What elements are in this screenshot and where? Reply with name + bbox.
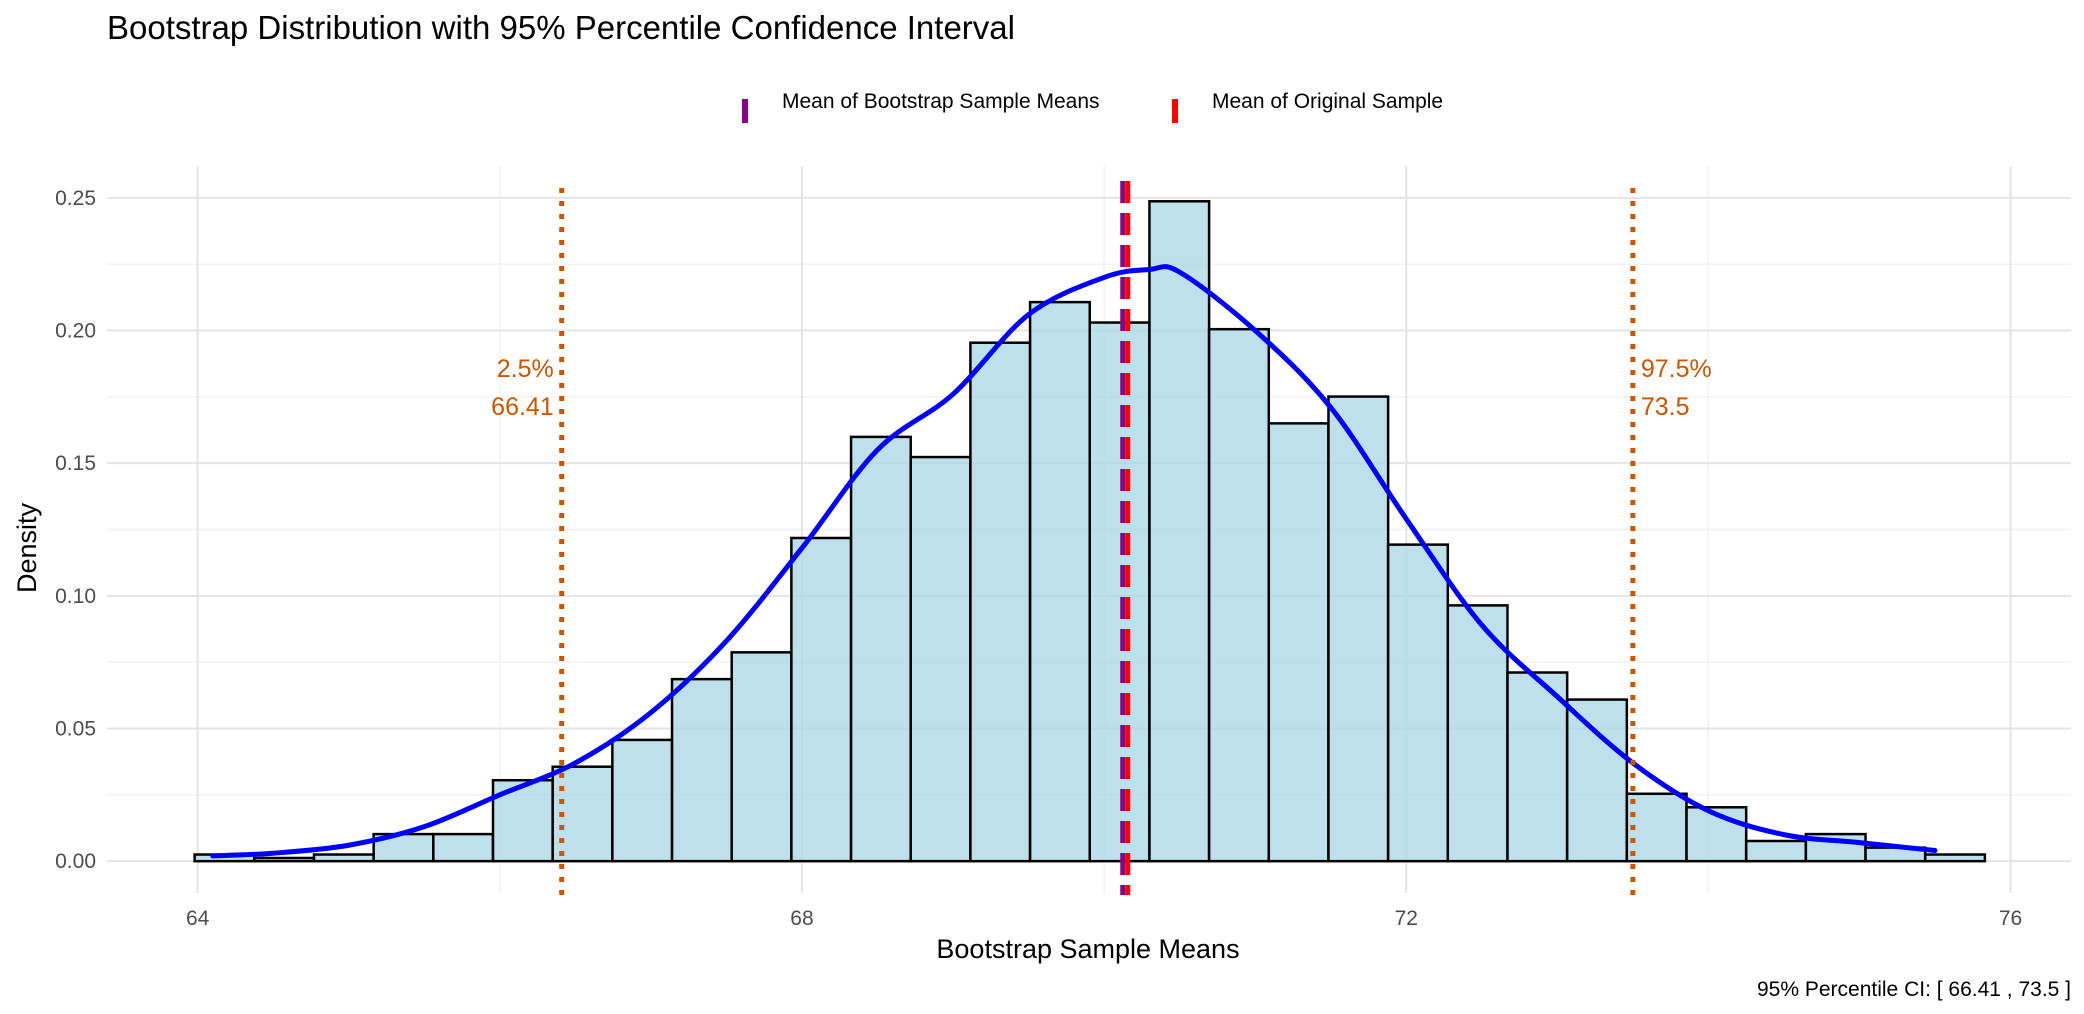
histogram-bar xyxy=(253,856,316,863)
histogram-bar xyxy=(969,341,1032,863)
reference-lines xyxy=(559,181,1636,895)
histogram-bar xyxy=(730,651,793,863)
histogram-bars xyxy=(193,200,1987,863)
histogram-bar xyxy=(1565,698,1629,863)
x-tick-label: 72 xyxy=(1395,907,1418,930)
histogram-bar xyxy=(1028,300,1092,863)
legend: Mean of Bootstrap Sample Means Mean of O… xyxy=(742,90,1443,123)
y-tick-label: 0.25 xyxy=(55,187,96,210)
ci-annotation-label: 2.5% xyxy=(497,355,554,383)
ci-annotation-label: 97.5% xyxy=(1641,355,1712,383)
histogram-bar xyxy=(1327,395,1390,863)
histogram-bar xyxy=(1148,200,1211,863)
ci-annotation-label: 73.5 xyxy=(1641,393,1690,421)
histogram-bar xyxy=(849,435,912,863)
legend-label-bootstrap-mean: Mean of Bootstrap Sample Means xyxy=(782,90,1100,113)
histogram-bar xyxy=(1207,327,1271,863)
histogram-bar xyxy=(1744,839,1808,863)
density-curve xyxy=(210,264,1938,859)
y-tick-label: 0.10 xyxy=(55,585,96,608)
y-tick-label: 0.15 xyxy=(55,452,96,475)
y-tick-label: 0.20 xyxy=(55,320,96,343)
histogram-bar xyxy=(909,455,972,863)
x-axis-title: Bootstrap Sample Means xyxy=(936,934,1239,964)
histogram-bar xyxy=(1506,671,1569,863)
histogram-bar xyxy=(670,677,733,863)
chart-title: Bootstrap Distribution with 95% Percenti… xyxy=(107,9,1015,46)
ci-annotations: 2.5% 66.41 97.5% 73.5 xyxy=(491,355,1712,421)
histogram-bar xyxy=(312,853,375,863)
histogram-bar xyxy=(1625,792,1688,863)
histogram-bar xyxy=(1923,853,1987,863)
histogram-bar xyxy=(1446,604,1509,863)
y-tick-label: 0.00 xyxy=(55,850,96,873)
y-axis-title: Density xyxy=(12,502,42,593)
histogram-bar xyxy=(432,832,495,863)
y-tick-label: 0.05 xyxy=(55,717,96,740)
histogram-bar xyxy=(1267,422,1330,863)
x-tick-label: 76 xyxy=(1999,907,2022,930)
ci-annotation-label: 66.41 xyxy=(491,393,554,421)
legend-label-original-mean: Mean of Original Sample xyxy=(1212,90,1443,113)
x-axis-ticks: 64 68 72 76 xyxy=(186,907,2022,930)
ci-caption: 95% Percentile CI: [ 66.41 , 73.5 ] xyxy=(1757,978,2071,1001)
histogram-bar xyxy=(611,738,674,863)
y-axis-ticks: 0.00 0.05 0.10 0.15 0.20 0.25 xyxy=(55,187,96,873)
x-tick-label: 68 xyxy=(790,907,813,930)
histogram-bar xyxy=(1088,321,1151,863)
x-tick-label: 64 xyxy=(186,907,210,930)
histogram-bar xyxy=(1386,543,1450,863)
histogram-bar xyxy=(790,536,853,863)
